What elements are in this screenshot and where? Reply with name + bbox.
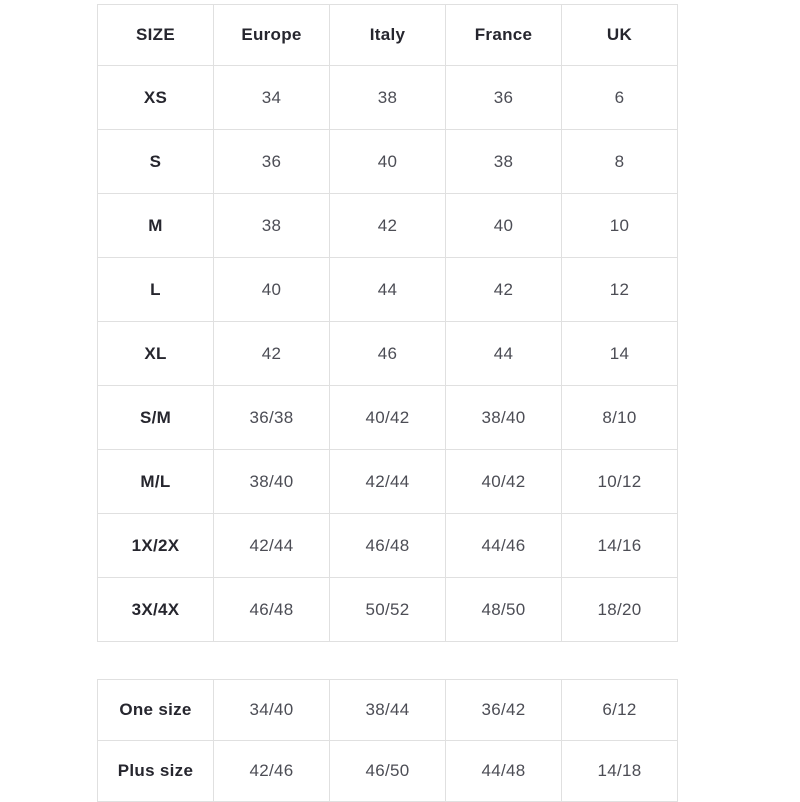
value-cell: 38/40 [213, 449, 330, 514]
size-label-cell: L [97, 257, 214, 322]
column-header-europe: Europe [213, 4, 330, 66]
value-cell: 46/48 [213, 577, 330, 642]
table-row: M/L 38/40 42/44 40/42 10/12 [97, 449, 678, 514]
value-cell: 42/44 [213, 513, 330, 578]
value-cell: 6/12 [561, 679, 678, 741]
value-cell: 44/48 [445, 740, 562, 802]
table-row: Plus size 42/46 46/50 44/48 14/18 [97, 740, 678, 802]
value-cell: 40/42 [329, 385, 446, 450]
table-row: 3X/4X 46/48 50/52 48/50 18/20 [97, 577, 678, 642]
value-cell: 38/40 [445, 385, 562, 450]
value-cell: 38 [329, 65, 446, 130]
value-cell: 42 [445, 257, 562, 322]
value-cell: 42/46 [213, 740, 330, 802]
value-cell: 44 [329, 257, 446, 322]
table-row: One size 34/40 38/44 36/42 6/12 [97, 679, 678, 741]
special-sizes-table: One size 34/40 38/44 36/42 6/12 Plus size 42/4… [97, 679, 678, 802]
value-cell: 34 [213, 65, 330, 130]
value-cell: 14 [561, 321, 678, 386]
header-row: SIZE Europe Italy France UK [97, 4, 678, 66]
size-label-cell: M/L [97, 449, 214, 514]
size-label-cell: M [97, 193, 214, 258]
value-cell: 36 [213, 129, 330, 194]
value-cell: 10/12 [561, 449, 678, 514]
value-cell: 44/46 [445, 513, 562, 578]
value-cell: 40 [445, 193, 562, 258]
size-label-cell: One size [97, 679, 214, 741]
value-cell: 10 [561, 193, 678, 258]
column-header-uk: UK [561, 4, 678, 66]
value-cell: 46/48 [329, 513, 446, 578]
value-cell: 44 [445, 321, 562, 386]
value-cell: 38/44 [329, 679, 446, 741]
size-chart: SIZE Europe Italy France UK XS 34 38 36 6 S 36… [97, 4, 678, 802]
value-cell: 36 [445, 65, 562, 130]
value-cell: 36/42 [445, 679, 562, 741]
size-label-cell: Plus size [97, 740, 214, 802]
value-cell: 40/42 [445, 449, 562, 514]
value-cell: 40 [329, 129, 446, 194]
value-cell: 12 [561, 257, 678, 322]
value-cell: 14/16 [561, 513, 678, 578]
value-cell: 36/38 [213, 385, 330, 450]
size-label-cell: S [97, 129, 214, 194]
size-conversion-table: SIZE Europe Italy France UK XS 34 38 36 6 S 36… [97, 4, 678, 642]
table-row: S/M 36/38 40/42 38/40 8/10 [97, 385, 678, 450]
column-header-italy: Italy [329, 4, 446, 66]
value-cell: 34/40 [213, 679, 330, 741]
column-header-size: SIZE [97, 4, 214, 66]
table-row: S 36 40 38 8 [97, 129, 678, 194]
table-row: M 38 42 40 10 [97, 193, 678, 258]
value-cell: 8/10 [561, 385, 678, 450]
size-label-cell: S/M [97, 385, 214, 450]
value-cell: 38 [445, 129, 562, 194]
value-cell: 46 [329, 321, 446, 386]
table-row: 1X/2X 42/44 46/48 44/46 14/16 [97, 513, 678, 578]
value-cell: 48/50 [445, 577, 562, 642]
value-cell: 38 [213, 193, 330, 258]
table-row: L 40 44 42 12 [97, 257, 678, 322]
size-label-cell: XS [97, 65, 214, 130]
table-row: XS 34 38 36 6 [97, 65, 678, 130]
table-row: XL 42 46 44 14 [97, 321, 678, 386]
value-cell: 6 [561, 65, 678, 130]
value-cell: 50/52 [329, 577, 446, 642]
column-header-france: France [445, 4, 562, 66]
value-cell: 40 [213, 257, 330, 322]
value-cell: 42 [213, 321, 330, 386]
value-cell: 42 [329, 193, 446, 258]
size-label-cell: 1X/2X [97, 513, 214, 578]
value-cell: 8 [561, 129, 678, 194]
size-label-cell: XL [97, 321, 214, 386]
size-label-cell: 3X/4X [97, 577, 214, 642]
value-cell: 18/20 [561, 577, 678, 642]
value-cell: 14/18 [561, 740, 678, 802]
value-cell: 46/50 [329, 740, 446, 802]
value-cell: 42/44 [329, 449, 446, 514]
